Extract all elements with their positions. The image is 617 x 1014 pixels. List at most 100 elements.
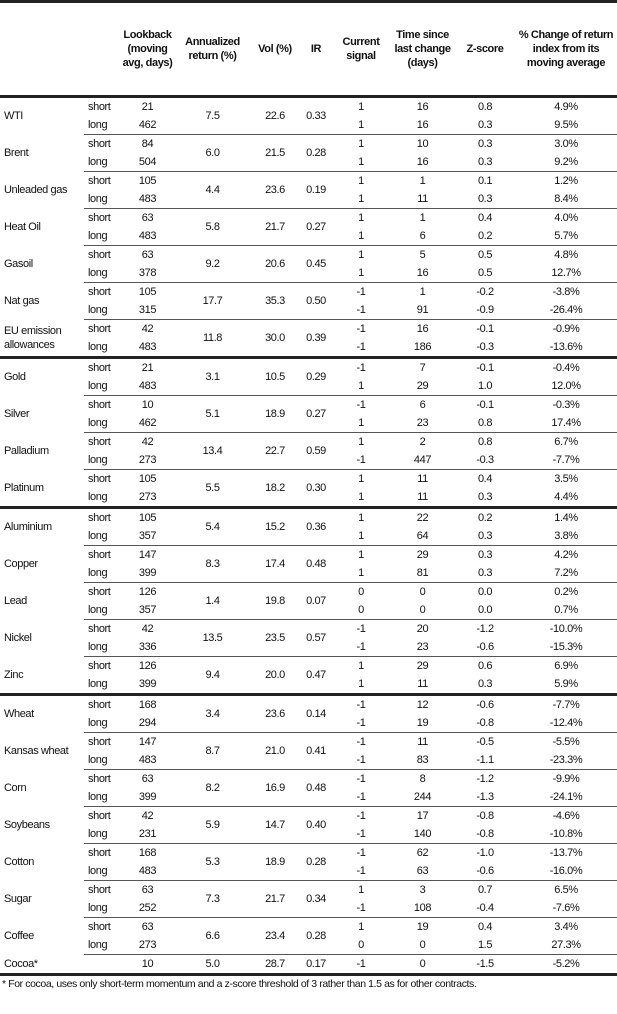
- table-row: long 357 1 64 0.3 3.8%: [0, 527, 617, 546]
- ir-cell: 0.33: [300, 96, 332, 135]
- pct-change-cell: 6.9%: [554, 660, 578, 672]
- annualized-return-cell: 7.5: [175, 96, 250, 135]
- z-score-cell: 0.3: [455, 527, 515, 546]
- time-since-change-cell: 64: [390, 527, 455, 546]
- table-row: Copper short 147 8.3 17.4 0.48 1 29 0.3 4.2%: [0, 545, 617, 583]
- pct-change-cell: 17.4%: [515, 414, 617, 433]
- vol-cell: 28.7: [250, 954, 300, 976]
- term-label: long: [84, 936, 120, 955]
- lookback-cell: 63: [141, 773, 154, 785]
- table-row: Platinum short 105 5.5 18.2 0.30 1 11 0.4 3.5%: [0, 469, 617, 509]
- ir-cell: 0.39: [300, 319, 332, 359]
- signal-cell: -1: [356, 399, 366, 411]
- term-label: short: [88, 399, 111, 411]
- signal-cell: 1: [332, 227, 390, 246]
- commodity-name: Lead: [4, 595, 27, 607]
- lookback-cell: 462: [120, 414, 175, 433]
- signal-cell: -1: [356, 847, 366, 859]
- table-row: Heat Oil short 63 5.8 21.7 0.27 1 1 0.4 4.0%: [0, 208, 617, 246]
- commodity-name: Corn: [4, 782, 27, 794]
- signal-cell: -1: [332, 451, 390, 470]
- pct-change-cell: -13.6%: [515, 338, 617, 359]
- ir-cell: 0.34: [300, 880, 332, 918]
- table-row: Palladium short 42 13.4 22.7 0.59 1 2 0.8 6.7%: [0, 432, 617, 470]
- commodity-name: Platinum: [0, 469, 84, 509]
- footnote: * For cocoa, uses only short-term moment…: [2, 978, 477, 990]
- signal-cell: -1: [332, 638, 390, 657]
- table-row: EU emission allowances short 42 11.8 30.0 0.3…: [0, 319, 617, 359]
- commodity-name: Cocoa*: [0, 954, 84, 976]
- term-label: short: [88, 512, 111, 524]
- term-label: long: [84, 153, 120, 172]
- z-score-cell: -1.0: [476, 847, 494, 859]
- table-row: long 399 -1 244 -1.3 -24.1%: [0, 788, 617, 807]
- annualized-return-header: Annualized return (%): [175, 1, 250, 98]
- ir-cell: 0.48: [300, 769, 332, 807]
- vol-cell: 23.5: [250, 619, 300, 657]
- momentum-signals-table: Lookback (moving avg, days) Annualized re…: [0, 0, 617, 976]
- pct-change-cell: 3.0%: [554, 138, 578, 150]
- signal-cell: 1: [358, 175, 364, 187]
- z-score-cell: 0.3: [455, 190, 515, 209]
- term-label: long: [84, 338, 120, 359]
- lookback-cell: 42: [141, 623, 154, 635]
- vol-cell: 18.9: [250, 395, 300, 433]
- commodity-name: Wheat: [4, 708, 34, 721]
- lookback-cell: 147: [138, 736, 157, 748]
- table-row: Lead short 126 1.4 19.8 0.07 0 0 0.0 0.2%: [0, 582, 617, 620]
- commodity-name: Gold: [4, 371, 26, 384]
- table-row: long 336 -1 23 -0.6 -15.3%: [0, 638, 617, 657]
- table-row: Cocoa* 10 5.0 28.7 0.17 -1 0 -1.5 -5.2%: [0, 954, 617, 976]
- time-since-change-cell: 1: [419, 286, 426, 298]
- z-score-cell: -0.1: [476, 323, 494, 335]
- pct-change-cell: -7.7%: [552, 699, 580, 711]
- term-label: long: [84, 488, 120, 509]
- term-label: long: [84, 788, 120, 807]
- annualized-return-cell: 17.7: [175, 282, 250, 320]
- time-since-change-cell: 186: [390, 338, 455, 359]
- lookback-cell: 147: [138, 549, 157, 561]
- ir-header: IR: [300, 1, 332, 98]
- vol-cell: 19.8: [250, 582, 300, 620]
- time-since-change-cell: 19: [390, 714, 455, 733]
- lookback-cell: 42: [141, 323, 154, 335]
- pct-change-cell: -0.4%: [552, 362, 580, 374]
- signal-cell: 1: [358, 660, 364, 672]
- pct-change-cell: -7.7%: [515, 451, 617, 470]
- ir-cell: 0.57: [300, 619, 332, 657]
- annualized-return-cell: 5.9: [175, 806, 250, 844]
- time-since-change-cell: 7: [419, 362, 426, 374]
- ir-cell: 0.14: [300, 694, 332, 733]
- time-since-change-cell: 140: [390, 825, 455, 844]
- z-score-cell: -1.3: [455, 788, 515, 807]
- term-label: short: [88, 249, 111, 261]
- lookback-cell: 483: [120, 377, 175, 396]
- term-label: long: [84, 601, 120, 620]
- z-score-cell: 0.5: [477, 249, 493, 261]
- lookback-cell: 126: [138, 586, 157, 598]
- term-label: short: [88, 699, 111, 711]
- signal-cell: -1: [332, 862, 390, 881]
- z-score-cell: 0.3: [455, 116, 515, 135]
- signal-cell: -1: [356, 810, 366, 822]
- signal-cell: 1: [332, 190, 390, 209]
- signal-cell: -1: [356, 623, 366, 635]
- ir-cell: 0.29: [300, 357, 332, 396]
- pct-change-cell: 4.2%: [554, 549, 578, 561]
- commodity-name: Kansas wheat: [4, 745, 69, 757]
- time-since-change-cell: 22: [416, 512, 429, 524]
- signal-cell: -1: [356, 773, 366, 785]
- term-label: long: [84, 190, 120, 209]
- annualized-return-cell: 13.5: [175, 619, 250, 657]
- vol-cell: 21.7: [250, 880, 300, 918]
- lookback-header: Lookback (moving avg, days): [120, 1, 175, 98]
- lookback-cell: 168: [138, 847, 157, 859]
- term-label: long: [84, 899, 120, 918]
- table-row: long 273 0 0 1.5 27.3%: [0, 936, 617, 955]
- table-row: long 399 1 81 0.3 7.2%: [0, 564, 617, 583]
- lookback-cell: 483: [120, 190, 175, 209]
- z-score-cell: -0.1: [476, 362, 494, 374]
- pct-change-cell: 3.8%: [515, 527, 617, 546]
- signal-cell: 1: [358, 921, 364, 933]
- ir-cell: 0.07: [300, 582, 332, 620]
